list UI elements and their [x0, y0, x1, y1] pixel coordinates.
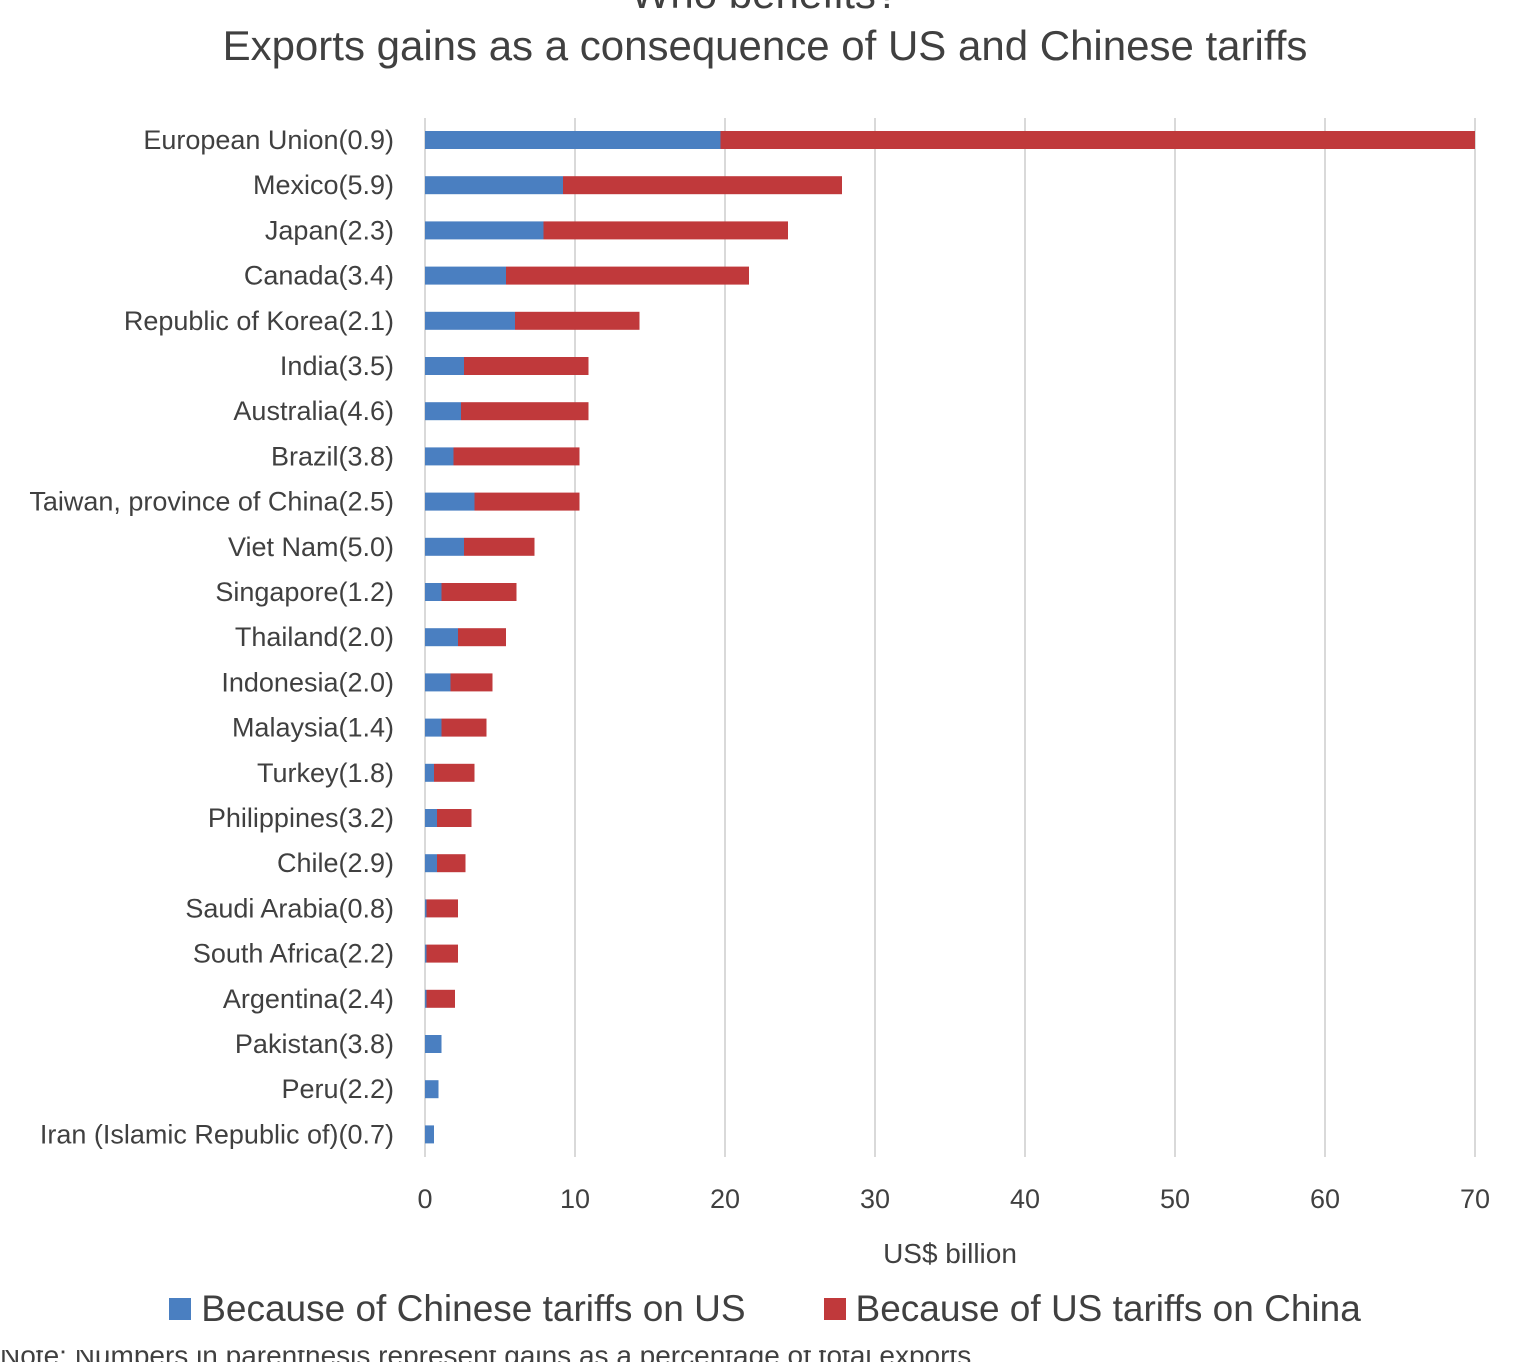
category-label: Chile(2.9)	[277, 848, 394, 878]
bar-us-tariffs-3	[506, 266, 749, 285]
category-label: Mexico(5.9)	[253, 170, 394, 200]
bar-chinese-tariffs-10	[425, 583, 442, 601]
chart-supertitle: Who benefits?	[0, 0, 1530, 18]
bar-chinese-tariffs-21	[425, 1080, 439, 1099]
footnote: Note: Numbers in parenthesis represent g…	[0, 1350, 1530, 1362]
bar-us-tariffs-9	[464, 537, 535, 556]
bar-chinese-tariffs-22	[425, 1125, 434, 1144]
category-label: Thailand(2.0)	[235, 622, 394, 652]
category-label: India(3.5)	[280, 351, 394, 381]
category-label: Viet Nam(5.0)	[228, 532, 394, 562]
category-label: Peru(2.2)	[281, 1074, 394, 1104]
category-label: Saudi Arabia(0.8)	[185, 893, 394, 923]
category-label: Iran (Islamic Republic of)(0.7)	[40, 1119, 394, 1149]
legend: Because of Chinese tariffs on US Because…	[0, 1288, 1530, 1330]
x-tick-label: 30	[860, 1184, 890, 1214]
category-label: European Union(0.9)	[143, 125, 394, 155]
bar-chinese-tariffs-16	[425, 854, 437, 873]
bar-chinese-tariffs-7	[425, 447, 454, 466]
bar-us-tariffs-8	[474, 492, 580, 511]
bar-chinese-tariffs-1	[425, 176, 563, 195]
bar-us-tariffs-13	[441, 718, 487, 737]
category-label: Brazil(3.8)	[271, 441, 394, 471]
bar-chinese-tariffs-17	[425, 899, 427, 918]
bar-us-tariffs-4	[515, 311, 640, 330]
bar-us-tariffs-19	[426, 989, 455, 1008]
legend-swatch-blue	[169, 1298, 192, 1320]
category-label: South Africa(2.2)	[193, 939, 394, 969]
bar-chinese-tariffs-5	[425, 357, 464, 375]
bar-us-tariffs-14	[434, 763, 475, 782]
bar-chinese-tariffs-12	[425, 673, 451, 692]
bar-us-tariffs-18	[426, 944, 458, 963]
category-label: Turkey(1.8)	[257, 758, 394, 788]
category-label: Japan(2.3)	[265, 215, 394, 245]
category-label: Republic of Korea(2.1)	[124, 306, 394, 336]
category-label: Malaysia(1.4)	[232, 713, 394, 743]
bar-chinese-tariffs-2	[425, 221, 544, 240]
bar-chinese-tariffs-9	[425, 537, 464, 556]
bar-chinese-tariffs-6	[425, 402, 461, 421]
bar-chart: European Union(0.9) Mexico(5.9) Japan(2.3)…	[29, 118, 1490, 1269]
bar-us-tariffs-1	[563, 176, 842, 195]
bar-us-tariffs-7	[453, 447, 580, 466]
category-label: Pakistan(3.8)	[235, 1029, 394, 1059]
category-label: Australia(4.6)	[233, 396, 394, 426]
bar-chinese-tariffs-15	[425, 809, 437, 827]
bar-chinese-tariffs-11	[425, 628, 458, 647]
category-label: Indonesia(2.0)	[221, 667, 394, 697]
x-tick-label: 0	[417, 1184, 432, 1214]
bar-us-tariffs-16	[437, 854, 466, 873]
x-tick-label: 20	[710, 1184, 740, 1214]
category-label: Argentina(2.4)	[223, 984, 394, 1014]
legend-label-us-tariffs: Because of US tariffs on China	[855, 1288, 1361, 1329]
bar-chinese-tariffs-13	[425, 718, 442, 737]
x-axis-title: US$ billion	[883, 1238, 1017, 1269]
category-label: Canada(3.4)	[244, 261, 394, 291]
x-tick-label: 50	[1160, 1184, 1190, 1214]
bar-chinese-tariffs-3	[425, 266, 506, 285]
category-label: Singapore(1.2)	[215, 577, 394, 607]
legend-item-us-tariffs: Because of US tariffs on China	[823, 1288, 1361, 1330]
bar-us-tariffs-11	[458, 628, 506, 647]
bar-us-tariffs-12	[450, 673, 493, 692]
bar-chinese-tariffs-19	[425, 989, 427, 1008]
bar-us-tariffs-2	[543, 221, 788, 240]
legend-swatch-red	[823, 1298, 846, 1320]
x-tick-label: 10	[560, 1184, 590, 1214]
x-tick-label: 40	[1010, 1184, 1040, 1214]
bar-us-tariffs-6	[461, 402, 589, 421]
bar-us-tariffs-0	[720, 131, 1475, 149]
bar-chinese-tariffs-18	[425, 944, 427, 963]
bar-us-tariffs-17	[426, 899, 458, 918]
bar-us-tariffs-5	[464, 357, 589, 375]
bar-chinese-tariffs-14	[425, 763, 434, 782]
bar-us-tariffs-10	[441, 583, 517, 601]
category-label: Taiwan, province of China(2.5)	[29, 487, 394, 517]
legend-item-chinese-tariffs: Because of Chinese tariffs on US	[169, 1288, 746, 1330]
bar-chinese-tariffs-4	[425, 311, 515, 330]
chart-title: Exports gains as a consequence of US and…	[222, 22, 1308, 69]
x-tick-label: 70	[1460, 1184, 1490, 1214]
bar-chinese-tariffs-20	[425, 1035, 442, 1053]
bar-chinese-tariffs-8	[425, 492, 475, 511]
bar-chinese-tariffs-0	[425, 131, 721, 149]
bar-us-tariffs-15	[437, 809, 472, 827]
legend-label-chinese-tariffs: Because of Chinese tariffs on US	[201, 1288, 746, 1329]
category-label: Philippines(3.2)	[208, 803, 394, 833]
x-tick-label: 60	[1310, 1184, 1340, 1214]
